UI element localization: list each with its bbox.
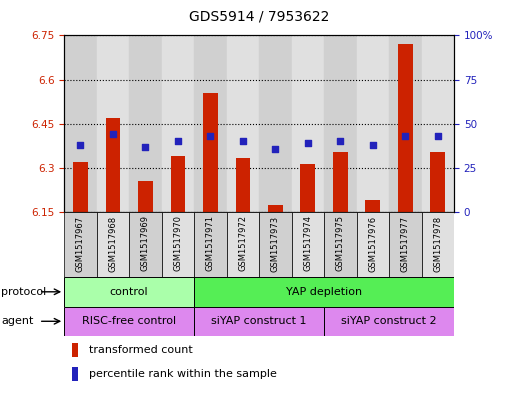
Bar	[365, 200, 380, 212]
Bar	[333, 152, 348, 212]
Text: GSM1517972: GSM1517972	[239, 215, 247, 272]
Text: transformed count: transformed count	[89, 345, 193, 355]
Bar	[194, 307, 324, 336]
Bar	[72, 343, 78, 357]
Bar	[194, 35, 227, 212]
Text: GSM1517969: GSM1517969	[141, 215, 150, 272]
Bar	[64, 277, 194, 307]
Bar	[324, 307, 454, 336]
Text: YAP depletion: YAP depletion	[286, 287, 362, 297]
Bar	[96, 35, 129, 212]
Bar	[203, 93, 218, 212]
Bar	[64, 307, 194, 336]
Bar	[129, 35, 162, 212]
Bar	[422, 212, 454, 277]
Point	[401, 133, 409, 139]
Bar	[227, 212, 259, 277]
Bar	[389, 35, 422, 212]
Text: GSM1517975: GSM1517975	[336, 215, 345, 272]
Text: GSM1517974: GSM1517974	[303, 215, 312, 272]
Text: GSM1517971: GSM1517971	[206, 215, 215, 272]
Text: protocol: protocol	[1, 287, 46, 297]
Bar	[138, 181, 153, 212]
Point	[304, 140, 312, 146]
Bar	[324, 212, 357, 277]
Bar	[129, 212, 162, 277]
Bar	[259, 212, 291, 277]
Bar	[96, 212, 129, 277]
Point	[271, 145, 280, 152]
Point	[141, 143, 149, 150]
Point	[369, 142, 377, 148]
Text: GDS5914 / 7953622: GDS5914 / 7953622	[189, 9, 329, 24]
Bar	[64, 212, 96, 277]
Bar	[291, 35, 324, 212]
Point	[206, 133, 214, 139]
Bar	[162, 35, 194, 212]
Text: GSM1517978: GSM1517978	[433, 215, 442, 272]
Bar	[170, 156, 185, 212]
Point	[336, 138, 344, 145]
Bar	[162, 212, 194, 277]
Bar	[72, 367, 78, 381]
Bar	[106, 118, 120, 212]
Bar	[389, 212, 422, 277]
Bar	[259, 35, 291, 212]
Bar	[64, 35, 96, 212]
Text: control: control	[110, 287, 148, 297]
Point	[76, 142, 85, 148]
Point	[174, 138, 182, 145]
Text: GSM1517973: GSM1517973	[271, 215, 280, 272]
Bar	[357, 35, 389, 212]
Point	[109, 131, 117, 138]
Bar	[73, 162, 88, 212]
Text: GSM1517976: GSM1517976	[368, 215, 377, 272]
Bar	[227, 35, 259, 212]
Point	[239, 138, 247, 145]
Text: siYAP construct 1: siYAP construct 1	[211, 316, 307, 326]
Bar	[398, 44, 412, 212]
Bar	[291, 212, 324, 277]
Bar	[324, 35, 357, 212]
Text: GSM1517967: GSM1517967	[76, 215, 85, 272]
Text: GSM1517968: GSM1517968	[108, 215, 117, 272]
Text: RISC-free control: RISC-free control	[82, 316, 176, 326]
Bar	[268, 205, 283, 212]
Text: agent: agent	[1, 316, 33, 326]
Bar	[194, 212, 227, 277]
Bar	[301, 163, 315, 212]
Point	[433, 133, 442, 139]
Bar	[357, 212, 389, 277]
Text: siYAP construct 2: siYAP construct 2	[341, 316, 437, 326]
Bar	[194, 277, 454, 307]
Bar	[422, 35, 454, 212]
Text: percentile rank within the sample: percentile rank within the sample	[89, 369, 278, 379]
Text: GSM1517977: GSM1517977	[401, 215, 410, 272]
Bar	[430, 152, 445, 212]
Bar	[235, 158, 250, 212]
Text: GSM1517970: GSM1517970	[173, 215, 182, 272]
